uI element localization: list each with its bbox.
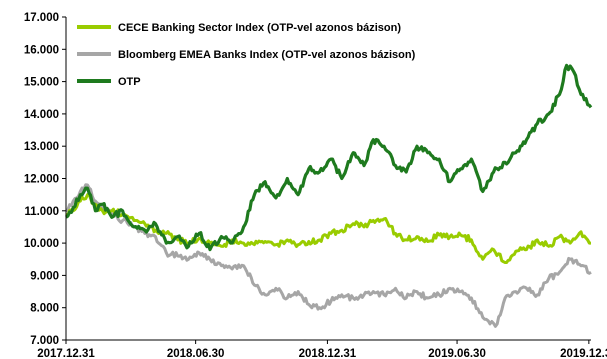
series-line-1 [65, 183, 592, 328]
legend-label-0: CECE Banking Sector Index (OTP-vel azono… [118, 22, 401, 34]
x-tick-label: 2017.12.31 [37, 348, 95, 359]
x-tick-label: 2018.12.31 [299, 348, 357, 359]
y-tick-label: 12.000 [24, 174, 59, 186]
series-line-2 [65, 63, 593, 252]
series-line-0 [65, 192, 591, 264]
legend: CECE Banking Sector Index (OTP-vel azono… [77, 22, 416, 88]
y-tick-label: 11.000 [24, 206, 59, 218]
x-tick-label: 2019.12.31 [560, 348, 607, 359]
y-axis-ticks: 7.000 8.000 9.000 10.000 11.000 12.000 13.000 1… [24, 12, 66, 347]
y-tick-label: 14.000 [24, 109, 59, 121]
legend-label-1: Bloomberg EMEA Banks Index (OTP-vel azon… [118, 49, 416, 61]
y-tick-label: 15.000 [24, 77, 59, 89]
y-tick-label: 8.000 [30, 303, 59, 315]
x-tick-label: 2019.06.30 [428, 348, 486, 359]
y-tick-label: 7.000 [30, 335, 59, 347]
y-tick-label: 17.000 [24, 12, 59, 24]
series-layer [65, 63, 593, 328]
y-tick-label: 9.000 [30, 270, 59, 282]
x-tick-label: 2018.06.30 [167, 348, 225, 359]
y-tick-label: 13.000 [24, 141, 59, 153]
y-tick-label: 10.000 [24, 238, 59, 250]
y-tick-label: 16.000 [24, 44, 59, 56]
x-axis-ticks: 2017.12.31 2018.06.30 2018.12.31 2019.06.30… [37, 340, 607, 359]
legend-label-2: OTP [118, 76, 141, 88]
